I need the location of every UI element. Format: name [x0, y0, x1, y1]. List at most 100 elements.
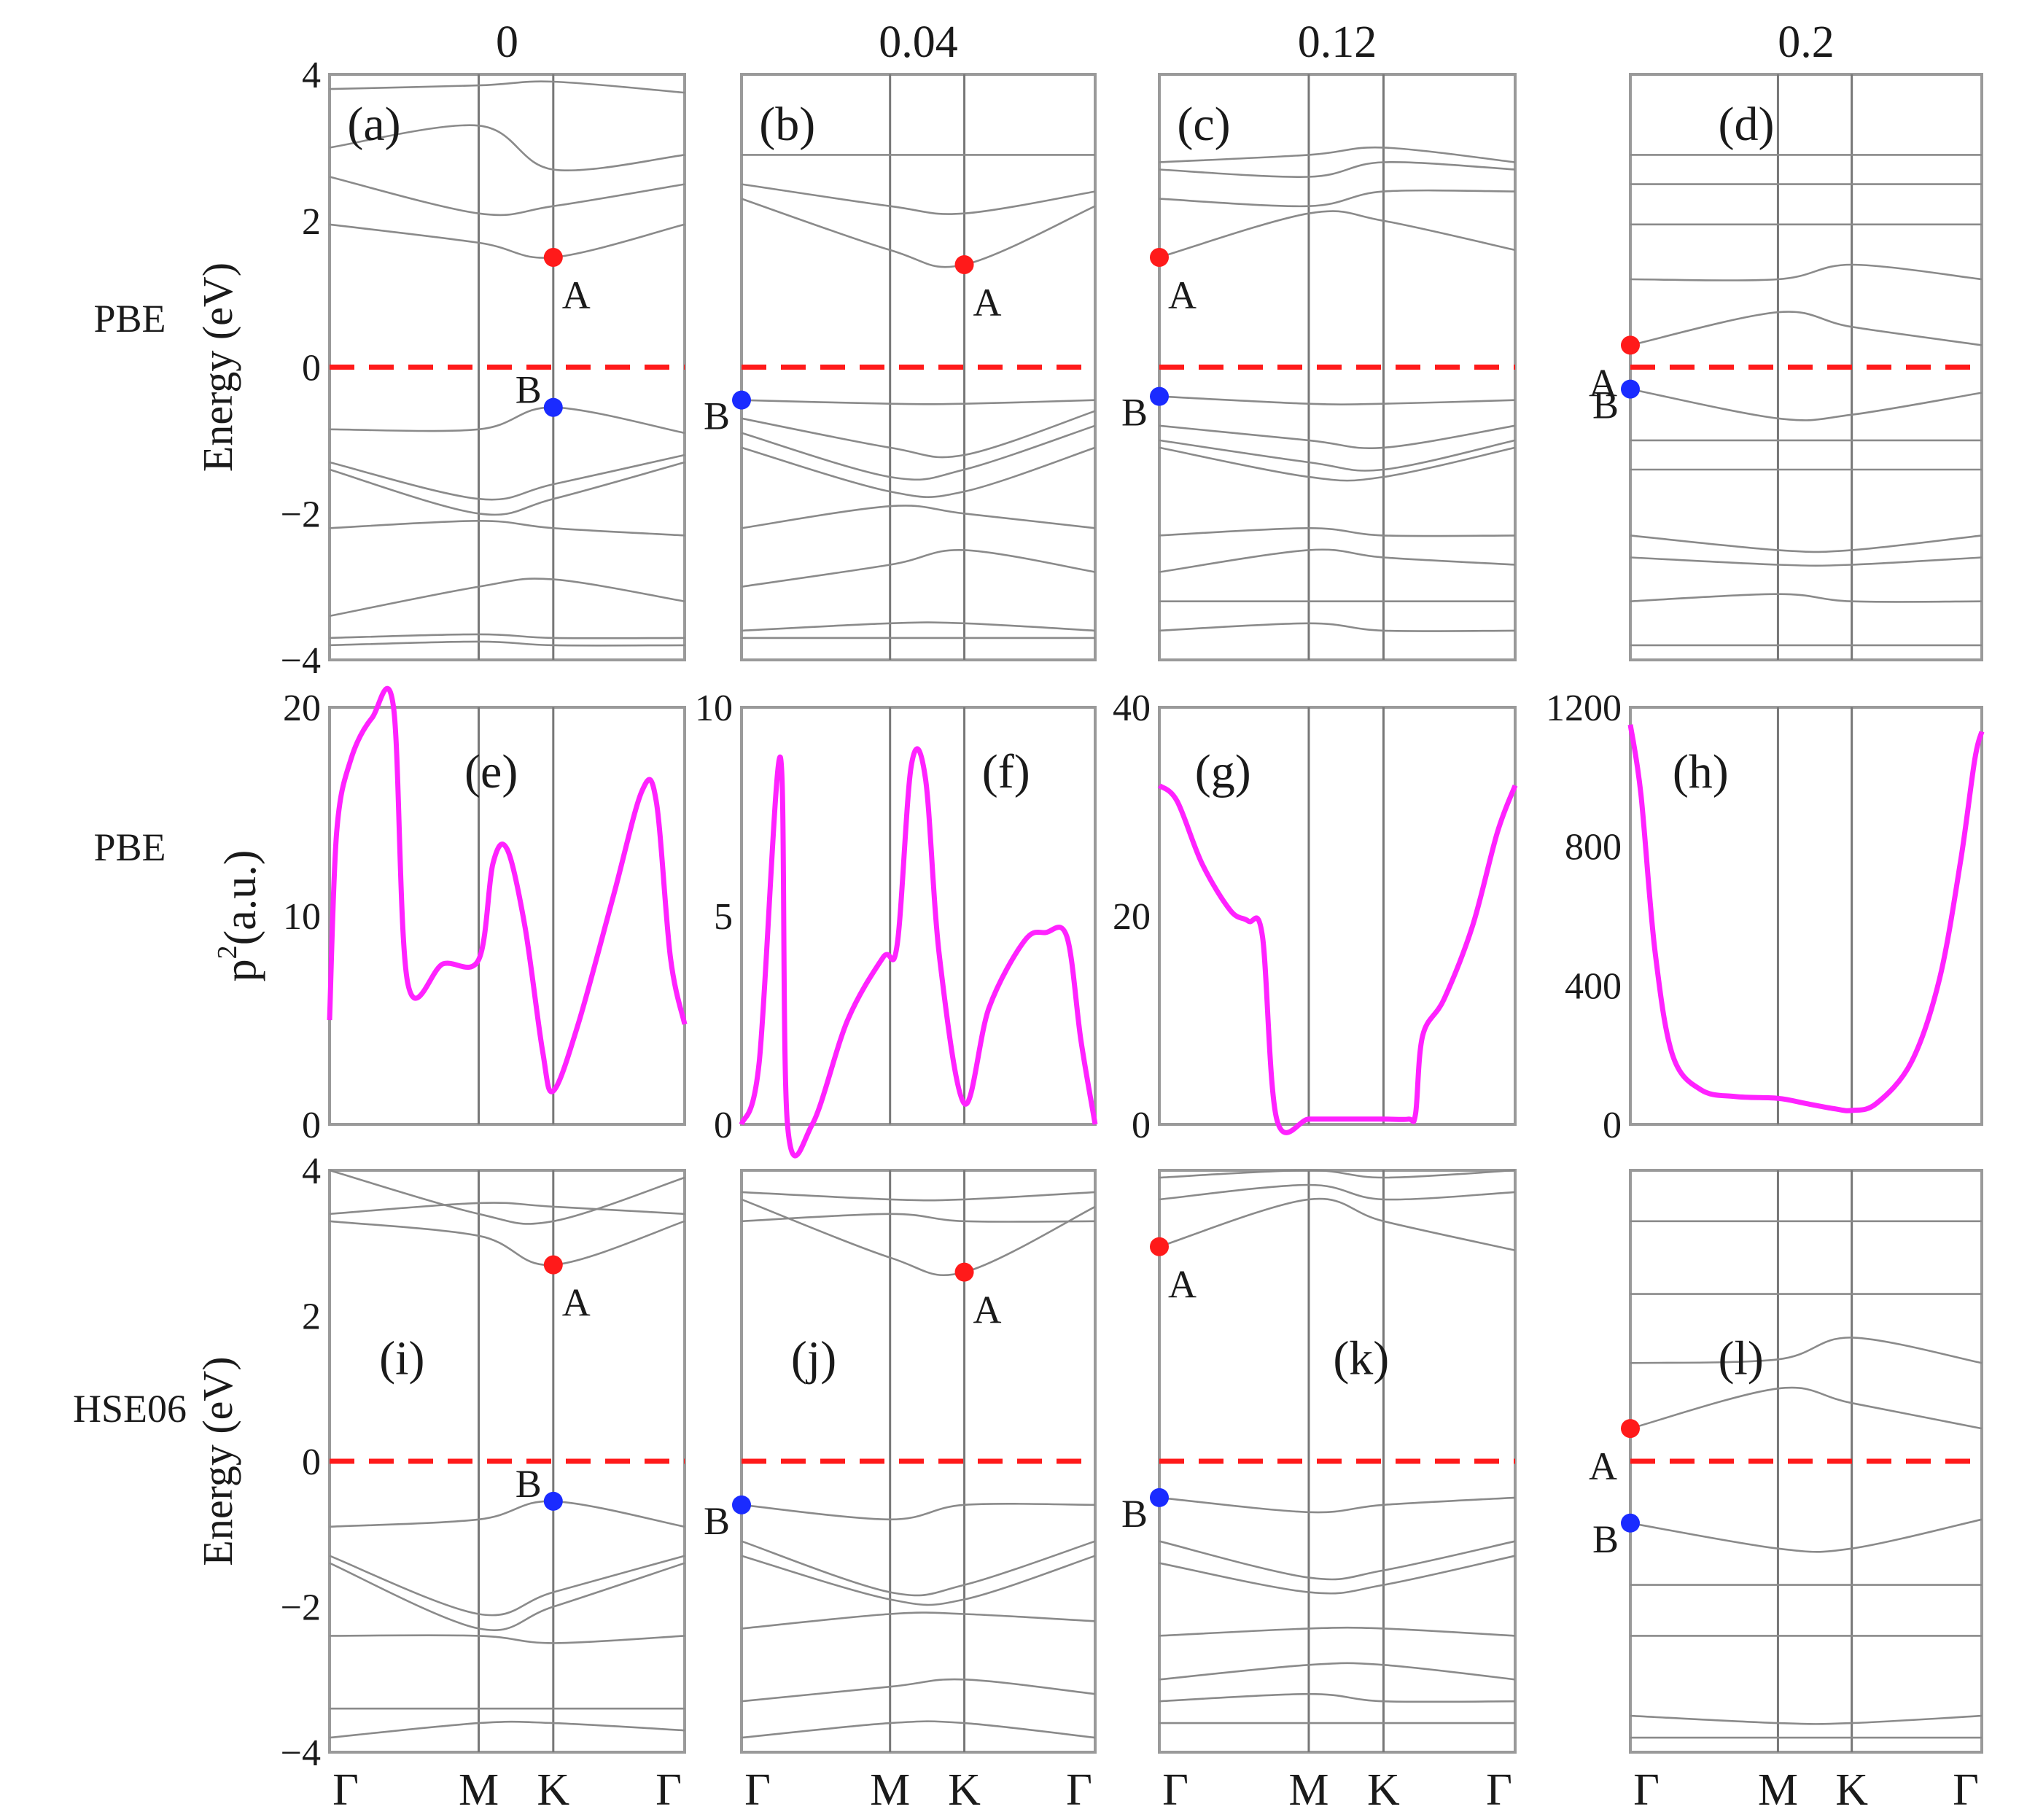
- column-title-2: 0.12: [1298, 18, 1377, 67]
- band-panel-b-point-B: [732, 390, 751, 410]
- band-panel-i-label: (i): [379, 1331, 424, 1385]
- band-panel-i-band-3: [329, 1500, 685, 1528]
- band-panel-a-band-4: [329, 406, 685, 435]
- band-panel-b-band-1: [741, 183, 1096, 215]
- band-panel-a-point-B: [543, 397, 563, 417]
- band-panel-c-band-4: [1159, 395, 1516, 405]
- band-panel-i-band-5: [329, 1562, 685, 1631]
- band-panel-i-label-B: B: [515, 1462, 542, 1506]
- band-panel-a-band-1: [329, 176, 685, 217]
- band-panel-d-band-0: [1630, 311, 1983, 346]
- band-panel-i-kpoint-label-0: Γ: [332, 1765, 359, 1815]
- band-panel-k-band-7: [1159, 1662, 1516, 1681]
- band-panel-d-label-B: B: [1592, 384, 1619, 427]
- p2-panel-g-ytick-1: 20: [1113, 896, 1151, 938]
- band-panel-a-label-B: B: [515, 368, 542, 412]
- band-panel-i-band-1: [329, 1220, 685, 1267]
- band-panel-i-point-A: [543, 1255, 563, 1275]
- band-panel-j-band-6: [741, 1611, 1096, 1630]
- band-panel-i-band-4: [329, 1555, 685, 1617]
- p2-panel-h-ytick-3: 0: [1603, 1105, 1622, 1146]
- p2-panel-f-label: (f): [982, 745, 1030, 798]
- band-panel-l-kpoint-label-0: Γ: [1633, 1765, 1660, 1815]
- p2-panel-e-ytick-2: 0: [302, 1105, 321, 1146]
- p2-panel-g-label: (g): [1195, 745, 1251, 798]
- band-panel-i-band-0: [329, 1169, 685, 1225]
- band-panel-k-label: (k): [1333, 1331, 1389, 1385]
- band-panel-j-label-B: B: [704, 1499, 730, 1543]
- band-panel-a-band-3: [329, 124, 685, 171]
- band-panel-j-point-B: [732, 1495, 751, 1514]
- p2-panel-h: (h) 1200 800 400 0: [1546, 688, 1985, 1146]
- p2-panel-g: (g) 40 20 0: [1113, 688, 1518, 1146]
- band-panel-i-ytick-3: −2: [281, 1587, 321, 1629]
- p2-panel-f-ytick-0: 10: [695, 688, 733, 729]
- band-panel-a-band-2: [329, 223, 685, 259]
- band-panel-k-kpoint-label-3: Γ: [1486, 1765, 1512, 1815]
- band-panel-j: A B (j) Γ M K Γ: [704, 1169, 1097, 1815]
- band-panel-i-band-6: [329, 1634, 685, 1644]
- band-panel-c: A B (c): [1121, 73, 1517, 661]
- p2-panel-h-label: (h): [1673, 745, 1729, 798]
- band-panel-d: AB (d): [1589, 73, 1983, 661]
- band-panel-j-point-A: [954, 1262, 974, 1282]
- p2-panel-h-ytick-2: 400: [1565, 965, 1622, 1007]
- band-panel-i-band-2: [329, 1202, 685, 1216]
- band-panel-k-label-A: A: [1168, 1263, 1197, 1307]
- band-panel-d-band-10: [1630, 593, 1983, 603]
- p2-panel-e-ytick-0: 20: [283, 688, 321, 729]
- band-panel-a-band-5: [329, 454, 685, 501]
- band-panel-j-label-A: A: [973, 1288, 1002, 1332]
- band-panel-d-band-9: [1630, 556, 1983, 567]
- band-panel-c-point-B: [1150, 386, 1169, 406]
- band-panel-j-band-5: [741, 1555, 1096, 1606]
- band-panel-i-label-A: A: [562, 1281, 591, 1325]
- band-panel-c-band-0: [1159, 210, 1516, 259]
- band-panel-d-point-B: [1621, 379, 1640, 399]
- band-panel-a-band-0: [329, 80, 685, 94]
- band-panel-b-band-8: [741, 549, 1096, 588]
- band-panel-l-label-A: A: [1589, 1444, 1617, 1488]
- band-panel-j-band-2: [741, 1191, 1096, 1202]
- band-panel-a-band-9: [329, 633, 685, 639]
- band-panel-l-point-B: [1621, 1513, 1640, 1533]
- p2-superscript: 2: [212, 945, 243, 959]
- band-panel-k-band-3: [1159, 1496, 1516, 1514]
- band-panel-a-band-8: [329, 578, 685, 618]
- p2-panel-e-ytick-1: 10: [283, 896, 321, 938]
- p2-panel-g-curve: [1157, 783, 1518, 1135]
- band-panel-j-label: (j): [791, 1331, 836, 1385]
- band-panel-j-kpoint-label-3: Γ: [1066, 1765, 1092, 1815]
- band-panel-c-band-5: [1159, 424, 1516, 449]
- p2-panel-f: (f) 10 5 0: [695, 688, 1098, 1159]
- band-panel-j-kpoint-label-1: M: [870, 1765, 910, 1815]
- column-titles: 0 0.04 0.12 0.2: [496, 18, 1835, 67]
- row-label-2: HSE06: [73, 1387, 187, 1431]
- band-panel-c-band-6: [1159, 439, 1516, 472]
- band-panel-i-band-8: [329, 1720, 685, 1739]
- band-panel-l-band-2: [1630, 1337, 1983, 1364]
- band-panel-k-label-B: B: [1121, 1492, 1148, 1536]
- p2-panel-h-ytick-0: 1200: [1546, 688, 1622, 729]
- band-panel-i-ytick-2: 0: [302, 1442, 321, 1483]
- band-panel-l: AB (l) Γ M K Γ: [1589, 1169, 1983, 1815]
- band-panel-a-ytick-4: −4: [281, 640, 321, 682]
- band-panel-b-label-A: A: [973, 281, 1002, 324]
- p2-panel-g-ytick-0: 40: [1113, 688, 1151, 729]
- band-panel-k-band-0: [1159, 1197, 1516, 1251]
- band-panel-a-ytick-3: −2: [281, 494, 321, 535]
- band-panel-d-band-1: [1630, 388, 1983, 421]
- p2-panel-e-label: (e): [464, 745, 518, 798]
- band-panel-b-band-0: [741, 198, 1096, 268]
- band-panel-a-band-7: [329, 519, 685, 537]
- band-panel-k-point-A: [1150, 1237, 1169, 1256]
- band-panel-d-band-2: [1630, 263, 1983, 281]
- band-panel-c-point-A: [1150, 247, 1169, 267]
- band-panel-d-point-A: [1621, 335, 1640, 355]
- band-panel-b-band-5: [741, 424, 1096, 481]
- y-axis-title-energy-0: Energy (eV): [194, 262, 241, 472]
- band-panel-a-point-A: [543, 247, 563, 267]
- band-panel-c-label-B: B: [1121, 391, 1148, 435]
- band-panel-j-band-0: [741, 1198, 1096, 1277]
